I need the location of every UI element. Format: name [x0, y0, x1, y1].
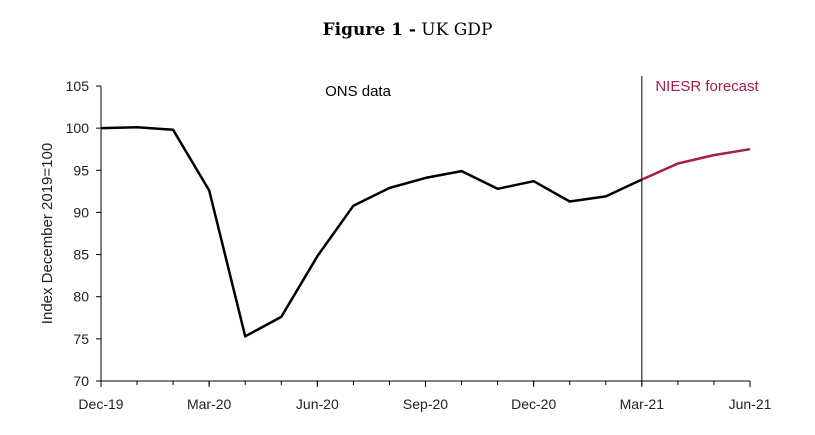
y-tick-label-80: 80: [73, 289, 89, 305]
x-tick-label-Jun-21: Jun-21: [729, 396, 772, 412]
figure-title-text: UK GDP: [421, 20, 493, 40]
y-tick-label-100: 100: [66, 120, 90, 136]
x-tick-label-Mar-20: Mar-20: [187, 396, 232, 412]
y-tick-label-105: 105: [66, 78, 90, 94]
x-tick-label-Dec-20: Dec-20: [511, 396, 556, 412]
series-line-niesr-forecast: [641, 147, 751, 181]
x-tick-label-Mar-21: Mar-21: [620, 396, 665, 412]
figure-label: Figure 1 -: [322, 20, 416, 40]
figure-title: Figure 1 - UK GDP: [0, 20, 815, 40]
y-tick-label-75: 75: [73, 331, 89, 347]
y-tick-label-90: 90: [73, 204, 89, 220]
x-tick-label-Dec-19: Dec-19: [78, 396, 123, 412]
x-tick-label-Jun-20: Jun-20: [296, 396, 339, 412]
y-tick-label-70: 70: [73, 373, 89, 389]
y-tick-label-85: 85: [73, 247, 89, 263]
x-tick-label-Sep-20: Sep-20: [403, 396, 448, 412]
annotation-niesr-forecast: NIESR forecast: [655, 78, 759, 95]
y-tick-label-95: 95: [73, 162, 89, 178]
series-line-ons-data: [100, 126, 643, 338]
y-axis-title: Index December 2019=100: [39, 143, 56, 324]
annotation-ons-data: ONS data: [325, 83, 392, 100]
